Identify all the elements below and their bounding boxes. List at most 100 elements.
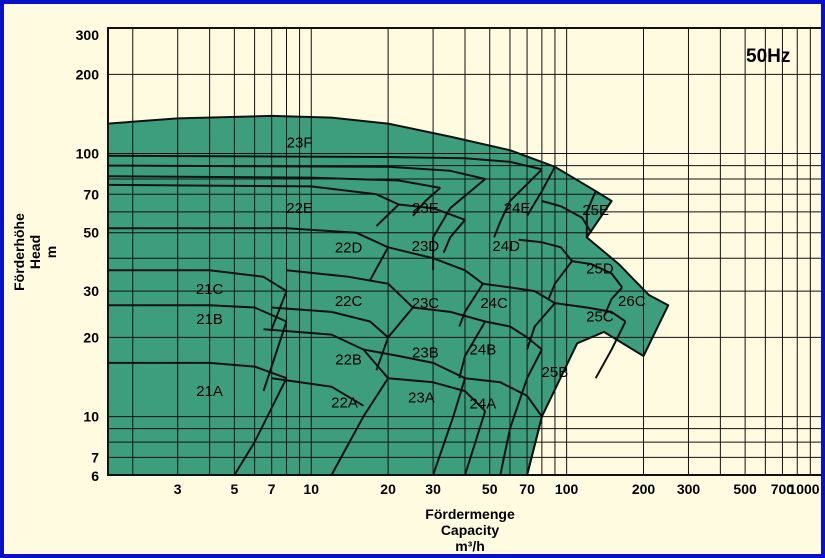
y-tick-label: 70 [83, 186, 99, 202]
region-label-21c: 21C [196, 281, 224, 298]
x-axis-label: Fördermenge Capacity m³/h [425, 506, 515, 554]
pump-curve [271, 377, 364, 407]
pump-curve [387, 306, 414, 339]
y-axis-label: Förderhöhe Head m [11, 213, 59, 291]
pump-curve [388, 377, 486, 412]
region-label-25d: 25D [586, 261, 614, 278]
region-label-23c: 23C [412, 295, 440, 312]
pump-curve [375, 203, 400, 227]
x-tick-label: 700 [771, 481, 795, 497]
y-tick-label: 200 [76, 66, 100, 82]
pump-curve [547, 260, 573, 300]
pump-curve [464, 410, 487, 476]
pump-curve [369, 246, 389, 281]
pump-curve [233, 377, 288, 476]
pump-curve [526, 302, 556, 350]
pump-curve [458, 283, 484, 327]
chart-svg: 21A 21B 21C 22A 22B 22C 22D 22E 23A 23B 23C 23D 23E 2… [11, 27, 821, 554]
region-label-22a: 22A [331, 395, 358, 412]
region-label-26c: 26C [618, 293, 646, 310]
region-label-24c: 24C [480, 295, 508, 312]
pump-curve [554, 302, 627, 323]
pump-curve [263, 328, 389, 379]
pump-curve [387, 246, 484, 285]
y-tick-label: 10 [83, 409, 99, 425]
plot-border [107, 27, 821, 476]
y-tick-label: 30 [83, 283, 99, 299]
x-axis-label-line-3: m³/h [455, 538, 485, 554]
pump-curve [493, 168, 543, 238]
x-tick-label: 3 [174, 481, 182, 497]
x-tick-label: 5 [231, 481, 239, 497]
pump-curve [108, 227, 389, 249]
x-tick-label: 10 [303, 481, 319, 497]
y-tick-label: 100 [76, 146, 100, 162]
region-label-23b: 23B [412, 345, 439, 362]
y-tick-label: 6 [91, 468, 99, 484]
region-label-24b: 24B [470, 342, 497, 359]
pump-curve [499, 349, 543, 476]
pump-curve [362, 377, 389, 418]
region-label-23a: 23A [408, 390, 435, 407]
pump-curve [363, 348, 466, 380]
x-tick-label: 7 [268, 481, 276, 497]
x-tick-label: 50 [482, 481, 498, 497]
x-tick-label: 300 [677, 481, 701, 497]
pump-curve [526, 166, 556, 217]
y-axis-label-line-3: m [43, 246, 59, 258]
pump-curve [518, 238, 573, 262]
pump-curve [585, 190, 597, 238]
x-tick-label: 70 [519, 481, 535, 497]
pump-curve [262, 321, 288, 392]
x-axis-label-line-2: Capacity [441, 522, 500, 538]
x-tick-label: 30 [425, 481, 441, 497]
region-label-21b: 21B [196, 311, 223, 328]
region-label-22d: 22D [335, 239, 363, 256]
region-label-25e: 25E [582, 202, 609, 219]
pump-curve [108, 269, 288, 292]
pump-curve [432, 178, 486, 271]
region-label-24d: 24D [492, 238, 520, 255]
pump-curve [485, 320, 543, 351]
x-axis-label-line-1: Fördermenge [425, 506, 515, 522]
region-label-24e: 24E [504, 200, 531, 217]
pump-curve [107, 175, 441, 189]
y-axis-label-line-2: Head [27, 235, 43, 269]
x-tick-label: 500 [733, 481, 757, 497]
pump-curve [412, 306, 486, 323]
x-tick-label: 20 [380, 481, 396, 497]
pump-curve [398, 203, 466, 221]
pump-curve [442, 219, 466, 254]
region-label-21a: 21A [196, 383, 223, 400]
pump-curve [482, 282, 556, 304]
pump-curve [108, 304, 287, 323]
region-label-24a: 24A [470, 396, 497, 413]
pump-curve [602, 286, 623, 318]
grid-lines [108, 28, 821, 475]
y-tick-label: 20 [83, 329, 99, 345]
x-tick-label: 200 [632, 481, 656, 497]
pump-curve [330, 416, 365, 476]
pump-curve [107, 154, 543, 171]
region-label-25b: 25B [542, 364, 569, 381]
pump-curve [107, 183, 400, 206]
pump-curve [458, 320, 487, 379]
pump-curves [107, 114, 670, 476]
pump-curve [432, 377, 466, 476]
region-label-22b: 22B [335, 351, 362, 368]
region-label-23d: 23D [412, 238, 440, 255]
pump-curve [594, 321, 627, 379]
region-label-22c: 22C [335, 293, 363, 310]
pump-curve [464, 377, 543, 418]
y-axis-label-line-1: Förderhöhe [11, 213, 27, 291]
x-tick-label: 1000 [788, 481, 819, 497]
region-label-23e: 23E [412, 200, 439, 217]
region-label-25c: 25C [586, 309, 614, 326]
y-tick-label: 300 [76, 27, 100, 43]
region-labels: 21A 21B 21C 22A 22B 22C 22D 22E 23A 23B 23C 23D 23E 2… [196, 135, 646, 413]
pump-curve [271, 306, 389, 339]
region-label-22e: 22E [286, 200, 313, 217]
pump-curve [571, 260, 623, 289]
pump-curve [270, 290, 288, 330]
